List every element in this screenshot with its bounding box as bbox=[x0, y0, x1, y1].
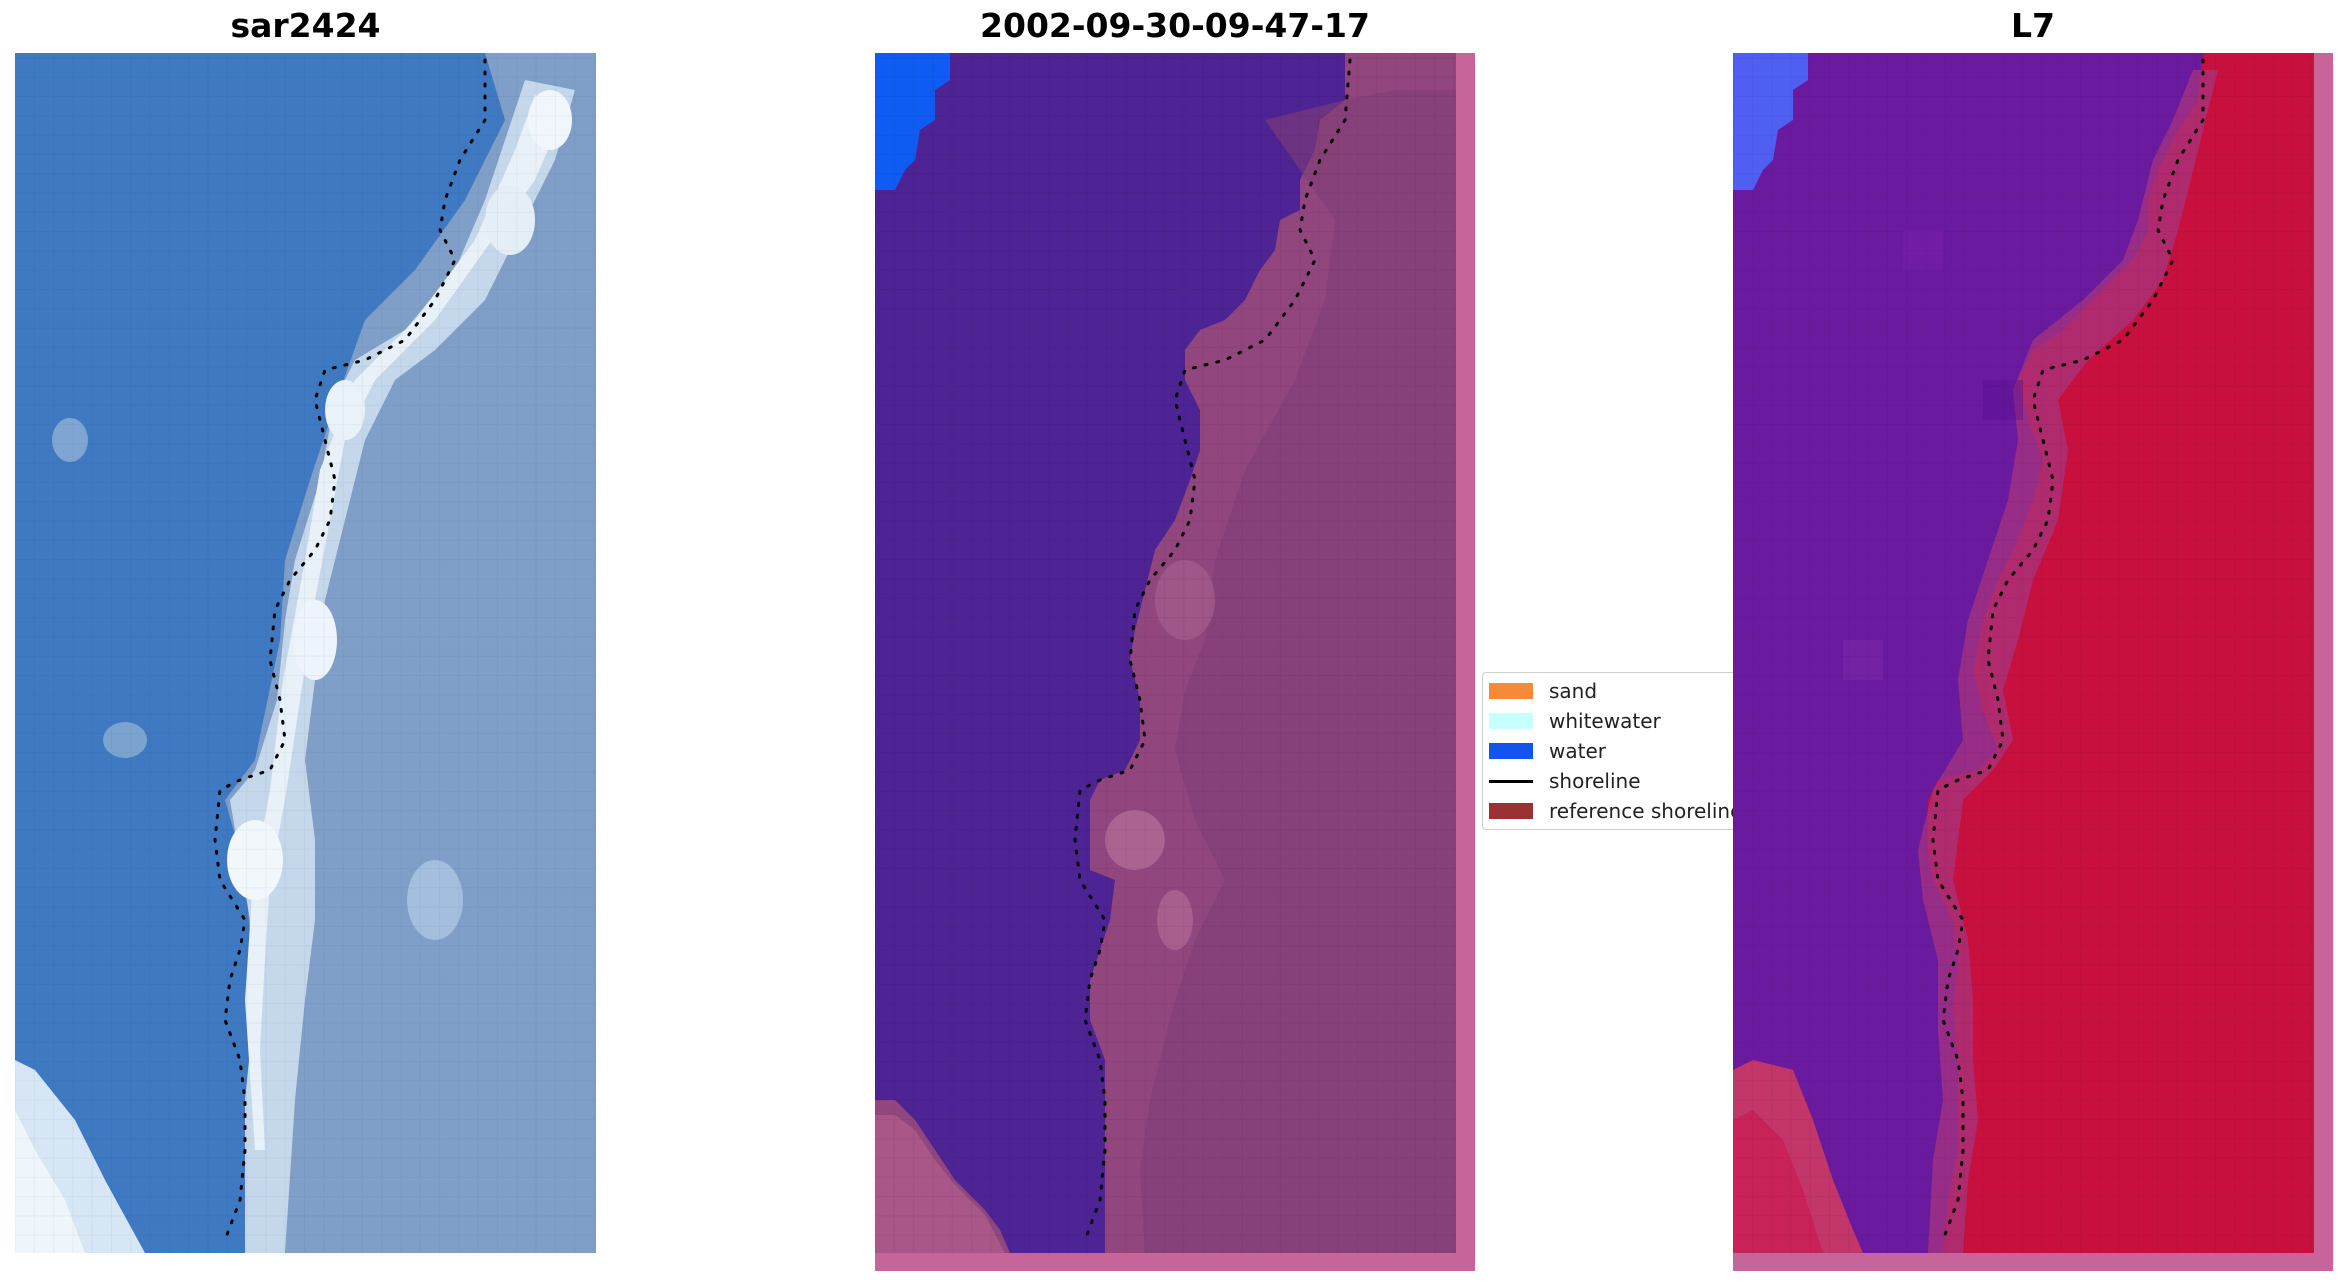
legend-item-whitewater: whitewater bbox=[1489, 708, 1661, 734]
legend: sand whitewater water shoreline referenc… bbox=[1482, 672, 1738, 830]
legend-item-reference-shoreline: reference shoreline bbox=[1489, 798, 1738, 824]
rgb-satellite-image bbox=[15, 53, 596, 1253]
shoreline-dots bbox=[213, 58, 487, 1242]
legend-label: shoreline bbox=[1549, 769, 1641, 793]
sand-swatch bbox=[1489, 683, 1533, 699]
classified-image bbox=[875, 53, 1475, 1271]
index-image bbox=[1733, 53, 2333, 1271]
index-image-panel: L7 bbox=[1733, 0, 2333, 1283]
classified-panel-title: 2002-09-30-09-47-17 bbox=[980, 6, 1370, 45]
classified-image-panel: 2002-09-30-09-47-17 bbox=[875, 0, 1475, 1283]
legend-label: water bbox=[1549, 739, 1606, 763]
whitewater-swatch bbox=[1489, 713, 1533, 729]
shoreline-dots bbox=[1931, 58, 2205, 1242]
legend-item-sand: sand bbox=[1489, 678, 1597, 704]
reference-shoreline-swatch bbox=[1489, 803, 1533, 819]
index-panel-title: L7 bbox=[2011, 6, 2055, 45]
legend-label: whitewater bbox=[1549, 709, 1661, 733]
legend-item-water: water bbox=[1489, 738, 1606, 764]
water-swatch bbox=[1489, 743, 1533, 759]
rgb-panel-title: sar2424 bbox=[230, 6, 381, 45]
shoreline-line-swatch bbox=[1489, 779, 1533, 783]
shoreline-dots bbox=[1073, 58, 1352, 1242]
legend-item-shoreline: shoreline bbox=[1489, 768, 1641, 794]
legend-label: reference shoreline bbox=[1549, 799, 1738, 823]
legend-label: sand bbox=[1549, 679, 1598, 703]
rgb-image-panel: sar2424 bbox=[15, 0, 596, 1283]
